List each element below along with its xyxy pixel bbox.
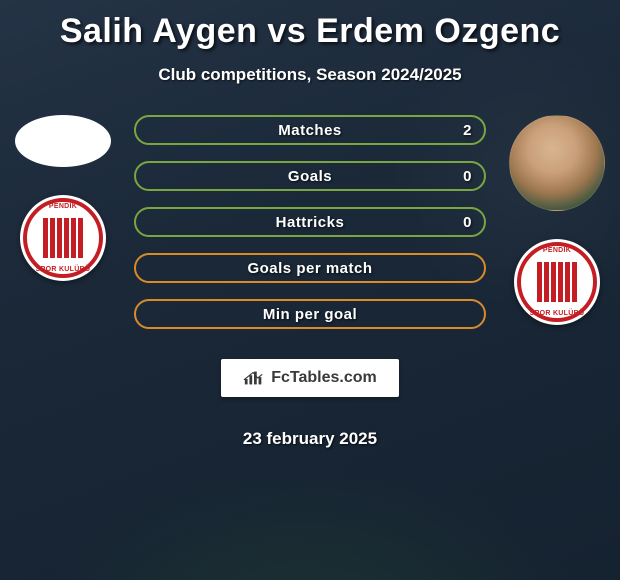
left-column: PENDİK SPOR KULÜBÜ [8, 115, 118, 281]
attribution-badge: FcTables.com [221, 359, 399, 397]
stat-bar-goals: Goals 0 [134, 161, 486, 191]
club-name-bottom: SPOR KULÜBÜ [20, 266, 106, 273]
date-text: 23 february 2025 [243, 429, 377, 449]
stat-value-right: 0 [463, 214, 472, 231]
club-name-top: PENDİK [514, 247, 600, 254]
stat-bar-mpg: Min per goal [134, 299, 486, 329]
stat-bar-hattricks: Hattricks 0 [134, 207, 486, 237]
stat-label: Matches [278, 122, 342, 139]
player-avatar-right [509, 115, 605, 211]
subtitle: Club competitions, Season 2024/2025 [0, 65, 620, 85]
barchart-icon [243, 369, 265, 387]
club-badge-left: PENDİK SPOR KULÜBÜ [20, 195, 106, 281]
stats-column: Matches 2 Goals 0 Hattricks 0 Goals per … [118, 115, 502, 449]
club-name-top: PENDİK [20, 203, 106, 210]
stat-bar-gpm: Goals per match [134, 253, 486, 283]
right-column: PENDİK SPOR KULÜBÜ [502, 115, 612, 325]
stat-value-right: 0 [463, 168, 472, 185]
stat-label: Goals per match [247, 260, 372, 277]
stat-label: Min per goal [263, 306, 357, 323]
stat-label: Goals [288, 168, 332, 185]
stat-value-right: 2 [463, 122, 472, 139]
stat-bar-matches: Matches 2 [134, 115, 486, 145]
player-avatar-left [15, 115, 111, 167]
page-title: Salih Aygen vs Erdem Ozgenc [0, 0, 620, 51]
club-badge-right: PENDİK SPOR KULÜBÜ [514, 239, 600, 325]
club-name-bottom: SPOR KULÜBÜ [514, 310, 600, 317]
stat-label: Hattricks [276, 214, 345, 231]
comparison-row: PENDİK SPOR KULÜBÜ Matches 2 Goals 0 Hat… [0, 115, 620, 449]
attribution-text: FcTables.com [271, 369, 377, 387]
